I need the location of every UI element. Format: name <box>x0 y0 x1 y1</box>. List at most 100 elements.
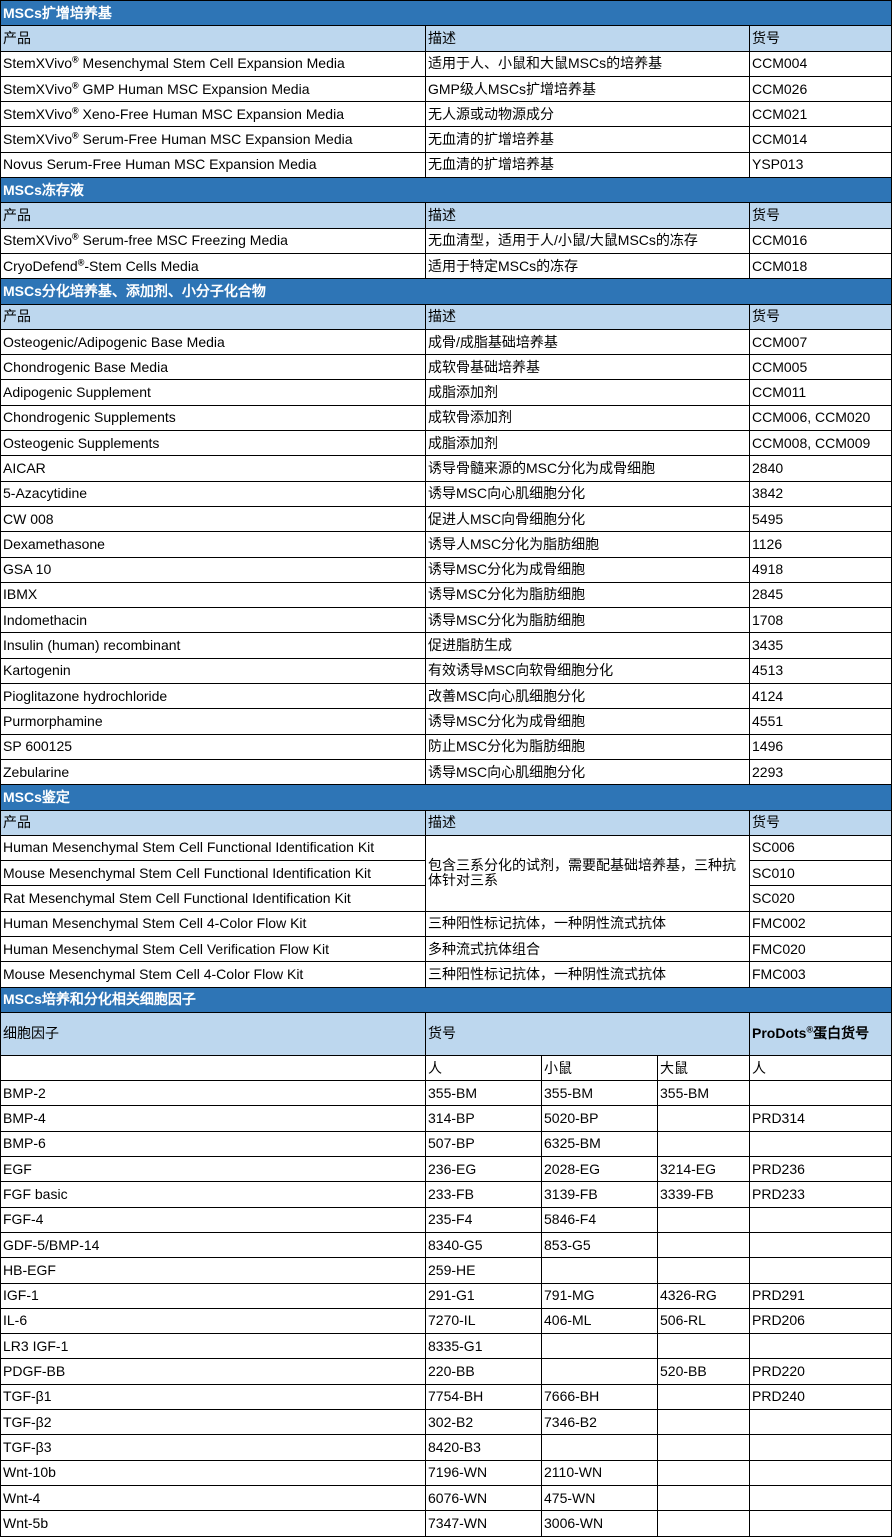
cytokine-name: TGF-β3 <box>0 1434 426 1461</box>
catalog-number: 2840 <box>749 455 892 482</box>
table-row: Osteogenic/Adipogenic Base Media 成骨/成脂基础培… <box>0 328 892 356</box>
catalog-mouse: 355-BM <box>541 1080 658 1107</box>
table-row: Zebularine 诱导MSC向心肌细胞分化 2293 <box>0 758 892 786</box>
cytokine-name: BMP-4 <box>0 1105 426 1132</box>
product-name: CW 008 <box>0 505 426 533</box>
section-header: MSCs分化培养基、添加剂、小分子化合物 <box>0 278 892 305</box>
catalog-rat <box>657 1130 750 1158</box>
description: 诱导MSC向心肌细胞分化 <box>425 758 750 786</box>
catalog-rat <box>657 1333 750 1360</box>
table-row: Wnt-4 6076-WN 475-WN <box>0 1484 892 1512</box>
prodots-catalog <box>749 1080 892 1107</box>
catalog-rat: 355-BM <box>657 1080 750 1107</box>
catalog-rat: 4326-RG <box>657 1282 750 1309</box>
prodots-catalog: PRD233 <box>749 1181 892 1208</box>
column-header-catalog: 货号 <box>749 25 892 52</box>
description: 无人源或动物源成分 <box>425 101 750 128</box>
catalog-mouse <box>541 1358 658 1385</box>
prodots-catalog <box>749 1510 892 1537</box>
catalog-human: 302-B2 <box>425 1409 542 1436</box>
table-row: Mouse Mesenchymal Stem Cell Functional I… <box>0 860 892 887</box>
cytokine-name: Wnt-10b <box>0 1459 426 1486</box>
catalog-number: CCM016 <box>749 227 892 254</box>
catalog-mouse: 2028-EG <box>541 1156 658 1183</box>
section-title: MSCs分化培养基、添加剂、小分子化合物 <box>0 278 892 305</box>
catalog-rat <box>657 1409 750 1436</box>
catalog-number: CCM006, CCM020 <box>749 404 892 432</box>
species-human: 人 <box>425 1054 542 1082</box>
description: 促进人MSC向骨细胞分化 <box>425 505 750 533</box>
section-header: MSCs鉴定 <box>0 784 892 811</box>
species-mouse: 小鼠 <box>541 1054 658 1082</box>
cytokine-name: TGF-β1 <box>0 1383 426 1411</box>
table-row: BMP-4 314-BP 5020-BP PRD314 <box>0 1105 892 1132</box>
catalog-number: CCM008, CCM009 <box>749 430 892 457</box>
product-name: Human Mesenchymal Stem Cell 4-Color Flow… <box>0 910 426 937</box>
column-header-description: 描述 <box>425 202 750 229</box>
table-row: 5-Azacytidine 诱导MSC向心肌细胞分化 3842 <box>0 480 892 507</box>
cytokine-name: BMP-6 <box>0 1130 426 1158</box>
prodots-catalog: PRD236 <box>749 1156 892 1183</box>
column-header-cytokine: 细胞因子 <box>0 1011 426 1056</box>
table-row: PDGF-BB 220-BB 520-BB PRD220 <box>0 1358 892 1385</box>
catalog-human: 507-BP <box>425 1130 542 1158</box>
catalog-mouse <box>541 1434 658 1461</box>
column-header-row: 产品 描述 货号 <box>0 303 892 330</box>
description: 成脂添加剂 <box>425 430 750 457</box>
table-row: StemXVivo® Mesenchymal Stem Cell Expansi… <box>0 50 892 77</box>
description: 诱导MSC分化为脂肪细胞 <box>425 607 750 634</box>
catalog-human: 6076-WN <box>425 1484 542 1512</box>
product-name: StemXVivo® Mesenchymal Stem Cell Expansi… <box>0 50 426 77</box>
catalog-number: CCM026 <box>749 75 892 103</box>
catalog-human: 7196-WN <box>425 1459 542 1486</box>
catalog-rat <box>657 1257 750 1284</box>
cytokine-name: FGF basic <box>0 1181 426 1208</box>
catalog-number: CCM005 <box>749 354 892 381</box>
table-row: StemXVivo® Serum-Free Human MSC Expansio… <box>0 126 892 153</box>
table-row: TGF-β1 7754-BH 7666-BH PRD240 <box>0 1383 892 1411</box>
column-header-row: 产品 描述 货号 <box>0 809 892 836</box>
product-name: Mouse Mesenchymal Stem Cell 4-Color Flow… <box>0 961 426 988</box>
cytokine-name: PDGF-BB <box>0 1358 426 1385</box>
catalog-number: FMC020 <box>749 935 892 963</box>
product-name: Zebularine <box>0 758 426 786</box>
description: 适用于特定MSCs的冻存 <box>425 252 750 280</box>
column-header-prodots: ProDots®蛋白货号 <box>749 1011 892 1056</box>
table-row: Adipogenic Supplement 成脂添加剂 CCM011 <box>0 379 892 406</box>
table-row: Novus Serum-Free Human MSC Expansion Med… <box>0 151 892 179</box>
description: 诱导MSC向心肌细胞分化 <box>425 480 750 507</box>
description: 促进脂肪生成 <box>425 632 750 659</box>
table-row: TGF-β3 8420-B3 <box>0 1434 892 1461</box>
catalog-number: YSP013 <box>749 151 892 179</box>
catalog-number: CCM011 <box>749 379 892 406</box>
catalog-number: 1708 <box>749 607 892 634</box>
catalog-mouse <box>541 1333 658 1360</box>
catalog-number: CCM014 <box>749 126 892 153</box>
table-row: Mouse Mesenchymal Stem Cell 4-Color Flow… <box>0 961 892 988</box>
catalog-number: FMC002 <box>749 910 892 937</box>
catalog-mouse: 3139-FB <box>541 1181 658 1208</box>
table-row: SP 600125 防止MSC分化为脂肪细胞 1496 <box>0 733 892 760</box>
catalog-rat: 520-BB <box>657 1358 750 1385</box>
catalog-number: 4918 <box>749 556 892 583</box>
prodots-catalog: PRD206 <box>749 1307 892 1335</box>
catalog-mouse: 475-WN <box>541 1484 658 1512</box>
table-row: Human Mesenchymal Stem Cell Functional I… <box>0 834 892 912</box>
catalog-mouse: 7346-B2 <box>541 1409 658 1436</box>
catalog-number: 1126 <box>749 531 892 558</box>
description: 三种阳性标记抗体，一种阴性流式抗体 <box>425 910 750 937</box>
product-name: 5-Azacytidine <box>0 480 426 507</box>
description: 成骨/成脂基础培养基 <box>425 328 750 356</box>
cytokine-name: Wnt-4 <box>0 1484 426 1512</box>
table-row: TGF-β2 302-B2 7346-B2 <box>0 1409 892 1436</box>
product-name: StemXVivo® GMP Human MSC Expansion Media <box>0 75 426 103</box>
description: 成软骨基础培养基 <box>425 354 750 381</box>
product-name: Mouse Mesenchymal Stem Cell Functional I… <box>0 860 426 887</box>
catalog-human: 314-BP <box>425 1105 542 1132</box>
table-row: StemXVivo® Xeno-Free Human MSC Expansion… <box>0 101 892 128</box>
catalog-rat: 3214-EG <box>657 1156 750 1183</box>
product-name: Dexamethasone <box>0 531 426 558</box>
table-row: CW 008 促进人MSC向骨细胞分化 5495 <box>0 505 892 533</box>
cytokine-name: LR3 IGF-1 <box>0 1333 426 1360</box>
